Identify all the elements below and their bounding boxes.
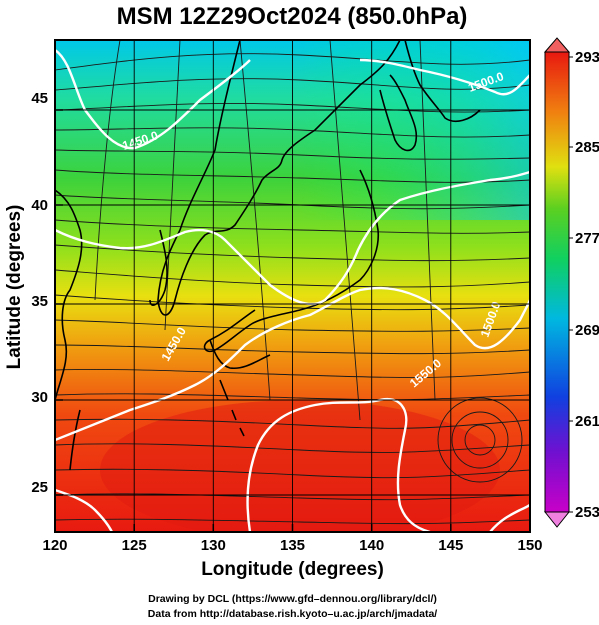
- colorbar-gradient: [544, 51, 570, 513]
- x-tick-label: 125: [122, 537, 147, 554]
- x-tick-label: 145: [438, 537, 463, 554]
- x-tick-label: 135: [280, 537, 305, 554]
- y-tick-label: 25: [31, 479, 48, 496]
- y-axis-label: Latitude (degrees): [4, 205, 25, 370]
- credit-data: Data from http://database.rish.kyoto–u.a…: [148, 608, 437, 620]
- x-axis: 120 125 130 135 140 145 150 Longitude (d…: [42, 524, 543, 580]
- x-tick-label: 120: [42, 537, 67, 554]
- credit-drawing: Drawing by DCL (https://www.gfd–dennou.o…: [148, 593, 437, 605]
- y-tick-label: 35: [31, 293, 48, 310]
- colorbar-max-arrow: [543, 37, 571, 53]
- colorbar-tick-label: 277: [575, 230, 599, 247]
- height-contours: [55, 49, 530, 532]
- colorbar-tick-label: 253: [575, 504, 599, 521]
- y-tick-label: 30: [31, 389, 48, 406]
- graticule: [55, 40, 530, 532]
- colorbar-tick-label: 293: [575, 49, 599, 66]
- colorbar-tick-label: 261: [575, 413, 599, 430]
- x-tick-label: 140: [359, 537, 384, 554]
- x-tick-label: 150: [517, 537, 542, 554]
- y-tick-label: 45: [31, 90, 48, 107]
- colorbar-min-arrow: [543, 511, 571, 528]
- streamlines: [55, 40, 530, 525]
- colorbar-tick-label: 269: [575, 322, 599, 339]
- x-tick-label: 130: [201, 537, 226, 554]
- colorbar-tick-label: 285: [575, 139, 599, 156]
- y-tick-label: 40: [31, 197, 48, 214]
- colorbar: 293 285 277 269 261 253: [543, 37, 599, 528]
- y-axis: 45 40 35 30 25 Latitude (degrees): [4, 90, 63, 496]
- coastlines: [55, 40, 481, 471]
- map-title: MSM 12Z29Oct2024 (850.0hPa): [117, 3, 468, 30]
- x-axis-label: Longitude (degrees): [201, 559, 384, 580]
